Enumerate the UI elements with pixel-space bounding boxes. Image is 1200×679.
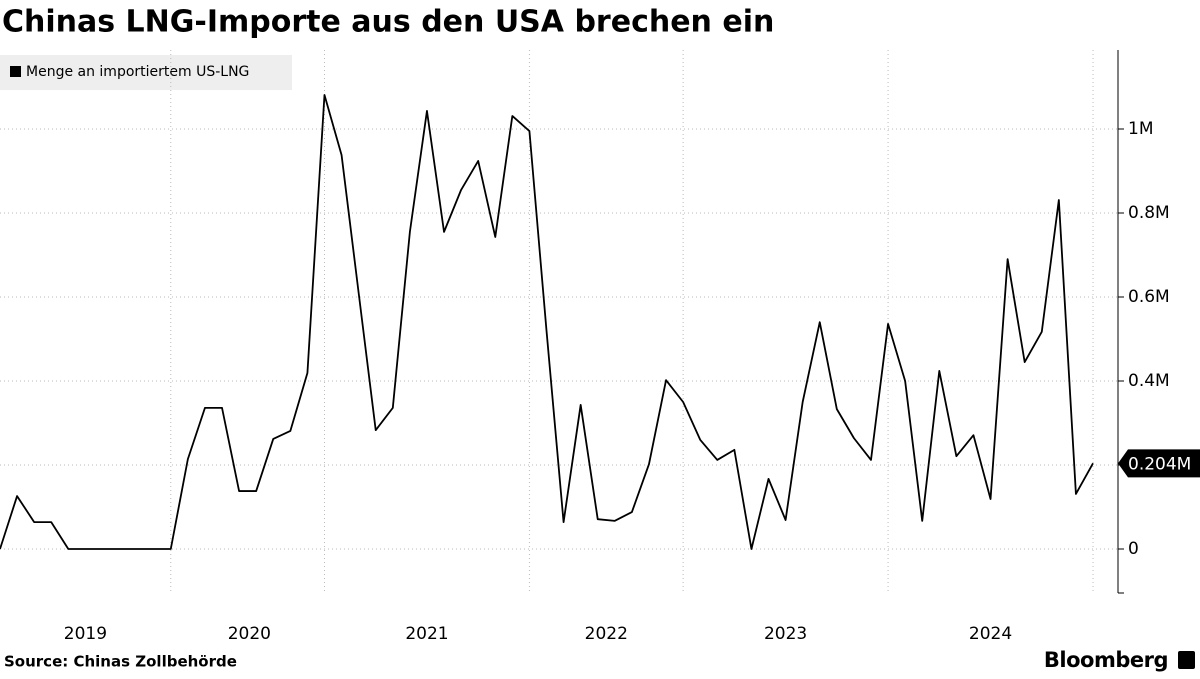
plot: 00.2M0.4M0.6M0.8M1M201920202021202220232… [0, 50, 1200, 644]
chart-title: Chinas LNG-Importe aus den USA brechen e… [2, 5, 774, 40]
source: Source: Chinas Zollbehörde [4, 653, 237, 671]
x-tick-label: 2022 [585, 624, 628, 644]
legend-label: Menge an importiertem US-LNG [26, 64, 249, 80]
y-tick-label: 1M [1128, 119, 1153, 139]
y-tick-label: 0.6M [1128, 287, 1170, 307]
y-tick-label: 0.4M [1128, 371, 1170, 391]
legend-swatch [10, 66, 21, 77]
y-tick-label: 0 [1128, 539, 1139, 559]
x-tick-label: 2021 [405, 624, 448, 644]
line [0, 94, 1094, 550]
value-label: 0.204M [1128, 454, 1191, 474]
x-tick-label: 2019 [64, 624, 107, 644]
x-tick-label: 2020 [228, 624, 271, 644]
y-tick-label: 0.8M [1128, 203, 1170, 223]
legend-box [0, 55, 292, 90]
brand: Bloomberg [1044, 648, 1168, 672]
value-label-box [1118, 449, 1200, 478]
x-tick-label: 2023 [764, 624, 807, 644]
x-tick-label: 2024 [969, 624, 1012, 644]
brand-icon [1178, 651, 1195, 669]
